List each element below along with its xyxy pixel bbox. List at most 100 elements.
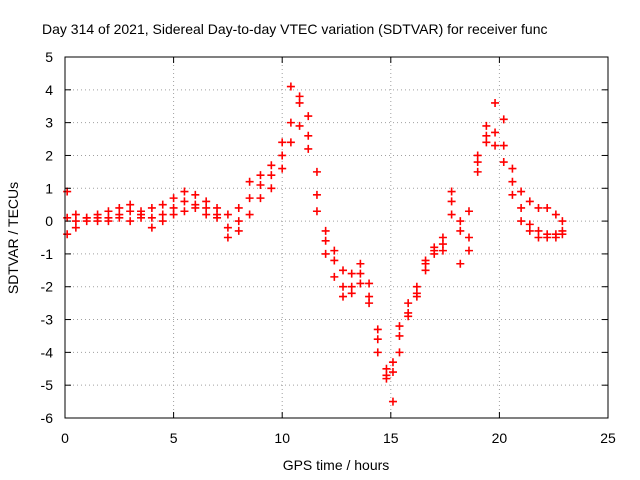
data-point — [304, 112, 313, 121]
data-point — [286, 118, 295, 127]
data-point — [517, 203, 526, 212]
y-tick-label: -3 — [41, 312, 54, 328]
data-point — [339, 266, 348, 275]
data-point — [312, 207, 321, 216]
data-point — [256, 180, 265, 189]
data-point — [499, 158, 508, 167]
data-point — [388, 368, 397, 377]
data-point — [278, 164, 287, 173]
y-tick-label: 0 — [45, 213, 53, 229]
data-point — [245, 210, 254, 219]
data-point — [347, 269, 356, 278]
y-tick-label: -5 — [41, 377, 54, 393]
data-point — [180, 207, 189, 216]
x-tick-label: 20 — [492, 430, 508, 446]
data-point — [330, 246, 339, 255]
data-point — [508, 190, 517, 199]
data-point — [525, 226, 534, 235]
data-point — [286, 138, 295, 147]
data-point — [464, 246, 473, 255]
data-point — [137, 213, 146, 222]
data-point — [558, 230, 567, 239]
y-tick-label: 5 — [45, 49, 53, 65]
y-tick-label: 4 — [45, 82, 53, 98]
plot-frame — [64, 56, 609, 419]
data-point — [234, 203, 243, 212]
data-point — [404, 299, 413, 308]
data-point — [517, 187, 526, 196]
series-track-c — [63, 121, 567, 383]
data-point — [499, 141, 508, 150]
data-point — [456, 217, 465, 226]
data-point — [104, 217, 113, 226]
data-point — [551, 210, 560, 219]
chart-title: Day 314 of 2021, Sidereal Day-to-day VTE… — [42, 21, 548, 37]
x-tick-label: 15 — [383, 430, 399, 446]
y-tick-label: 1 — [45, 180, 53, 196]
data-point — [267, 184, 276, 193]
data-point — [382, 364, 391, 373]
x-tick-label: 10 — [274, 430, 290, 446]
data-point — [543, 233, 552, 242]
data-point — [373, 348, 382, 357]
data-point — [558, 217, 567, 226]
data-point — [82, 217, 91, 226]
data-point — [430, 246, 439, 255]
data-points — [63, 82, 567, 406]
data-point — [365, 299, 374, 308]
data-point — [330, 256, 339, 265]
data-point — [491, 141, 500, 150]
data-point — [147, 203, 156, 212]
data-point — [551, 233, 560, 242]
data-point — [93, 213, 102, 222]
data-point — [404, 312, 413, 321]
data-point — [169, 210, 178, 219]
x-axis-ticks: 0 5 10 15 20 25 — [61, 57, 616, 446]
data-point — [464, 233, 473, 242]
data-point — [395, 331, 404, 340]
data-point — [191, 190, 200, 199]
data-point — [347, 282, 356, 291]
data-point — [491, 128, 500, 137]
data-point — [339, 292, 348, 301]
x-axis-label: GPS time / hours — [283, 457, 390, 473]
data-point — [482, 121, 491, 130]
data-point — [388, 397, 397, 406]
data-point — [180, 187, 189, 196]
data-point — [213, 213, 222, 222]
data-point — [543, 203, 552, 212]
data-point — [234, 217, 243, 226]
data-point — [534, 233, 543, 242]
data-point — [295, 121, 304, 130]
data-point — [373, 335, 382, 344]
data-point — [223, 223, 232, 232]
data-point — [456, 226, 465, 235]
y-axis-label: SDTVAR / TECUs — [5, 182, 21, 294]
data-point — [63, 230, 72, 239]
y-tick-label: 2 — [45, 147, 53, 163]
data-point — [412, 282, 421, 291]
data-point — [180, 197, 189, 206]
data-point — [234, 226, 243, 235]
data-point — [365, 279, 374, 288]
data-point — [525, 197, 534, 206]
series-track-a — [63, 82, 567, 406]
data-point — [147, 213, 156, 222]
data-point — [245, 194, 254, 203]
data-point — [438, 233, 447, 242]
data-point — [256, 171, 265, 180]
data-point — [499, 115, 508, 124]
data-point — [71, 223, 80, 232]
grid-lines — [65, 57, 608, 418]
data-point — [395, 322, 404, 331]
data-point — [321, 236, 330, 245]
data-point — [321, 226, 330, 235]
x-tick-label: 0 — [61, 430, 69, 446]
data-point — [508, 164, 517, 173]
data-point — [256, 194, 265, 203]
data-point — [304, 131, 313, 140]
y-tick-label: -4 — [41, 344, 54, 360]
data-point — [330, 272, 339, 281]
data-point — [202, 210, 211, 219]
